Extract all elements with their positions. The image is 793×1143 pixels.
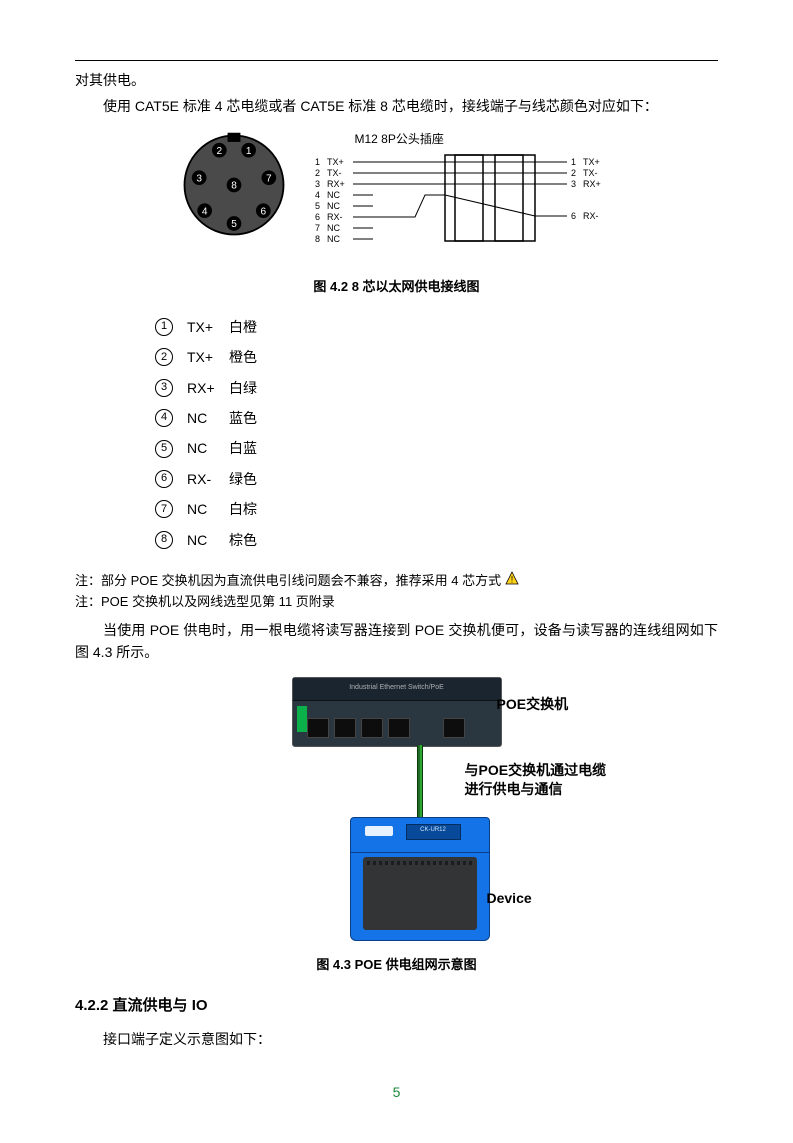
callout-switch: POE交换机 (497, 693, 569, 715)
svg-text:2: 2 (315, 168, 320, 178)
svg-text:4: 4 (201, 206, 207, 217)
svg-text:!: ! (511, 575, 514, 585)
svg-text:5: 5 (315, 201, 320, 211)
svg-text:RX-: RX- (327, 212, 343, 222)
svg-text:RX+: RX+ (327, 179, 345, 189)
ethernet-cable-graphic (417, 745, 423, 819)
svg-text:4: 4 (315, 190, 320, 200)
svg-text:NC: NC (327, 223, 340, 233)
callout-cable: 与POE交换机通过电缆 进行供电与通信 (465, 761, 607, 797)
svg-text:TX-: TX- (583, 168, 598, 178)
poe-paragraph: 当使用 POE 供电时，用一根电缆将读写器连接到 POE 交换机便可，设备与读写… (75, 619, 718, 664)
svg-text:3: 3 (196, 173, 202, 184)
note-2: 注：POE 交换机以及网线选型见第 11 页附录 (75, 592, 718, 613)
figure-4-3-diagram: Industrial Ethernet Switch/PoE CK-UR12 P… (187, 677, 607, 941)
fig-4-3-caption: 图 4.3 POE 供电组网示意图 (75, 955, 718, 976)
svg-text:2: 2 (571, 168, 576, 178)
callout-device: Device (487, 887, 532, 909)
fig-4-2-caption: 图 4.2 8 芯以太网供电接线图 (75, 277, 718, 298)
svg-text:RX+: RX+ (583, 179, 601, 189)
list-item: 4NC蓝色 (155, 407, 718, 429)
svg-text:1: 1 (571, 157, 576, 167)
warning-icon: ! (505, 571, 519, 592)
figure-4-2-diagram: 2 1 7 6 5 4 3 8 M12 8P公头插座 1 TX+ 2 TX- 3 RX… (75, 130, 718, 263)
svg-text:NC: NC (327, 190, 340, 200)
svg-text:7: 7 (315, 223, 320, 233)
svg-text:6: 6 (315, 212, 320, 222)
intro-line: 对其供电。 (75, 69, 718, 91)
pinout-wiring-svg: 1 TX+ 2 TX- 3 RX+ 4 NC 5 NC 6 RX- 7 NC 8 NC (315, 153, 615, 263)
svg-text:RX-: RX- (583, 211, 599, 221)
svg-text:TX-: TX- (327, 168, 342, 178)
svg-text:1: 1 (245, 146, 251, 157)
list-item: 7NC白棕 (155, 498, 718, 520)
svg-text:TX+: TX+ (327, 157, 344, 167)
svg-text:3: 3 (571, 179, 576, 189)
section-4-2-2-body: 接口端子定义示意图如下： (75, 1028, 718, 1050)
note-1: 注：部分 POE 交换机因为直流供电引线问题会不兼容，推荐采用 4 芯方式 ! (75, 571, 718, 592)
page-number: 5 (75, 1081, 718, 1103)
list-item: 2TX+橙色 (155, 346, 718, 368)
svg-text:6: 6 (260, 206, 266, 217)
pin-color-list: 1TX+白橙 2TX+橙色 3RX+白绿 4NC蓝色 5NC白蓝 6RX-绿色 … (155, 316, 718, 551)
svg-text:NC: NC (327, 201, 340, 211)
svg-text:TX+: TX+ (583, 157, 600, 167)
list-item: 8NC棕色 (155, 529, 718, 551)
svg-text:6: 6 (571, 211, 576, 221)
header-rule (75, 60, 718, 61)
svg-text:7: 7 (266, 173, 272, 184)
poe-switch-graphic: Industrial Ethernet Switch/PoE (292, 677, 502, 747)
svg-text:5: 5 (231, 219, 237, 230)
cat5e-intro: 使用 CAT5E 标准 4 芯电缆或者 CAT5E 标准 8 芯电缆时，接线端子… (75, 95, 718, 117)
m12-connector-icon: 2 1 7 6 5 4 3 8 (179, 130, 289, 240)
svg-text:8: 8 (315, 234, 320, 244)
section-4-2-2-heading: 4.2.2 直流供电与 IO (75, 994, 718, 1018)
connector-title: M12 8P公头插座 (355, 130, 615, 149)
device-graphic: CK-UR12 (350, 817, 490, 941)
list-item: 5NC白蓝 (155, 437, 718, 459)
svg-text:8: 8 (231, 180, 237, 191)
switch-label-text: Industrial Ethernet Switch/PoE (349, 682, 444, 693)
list-item: 1TX+白橙 (155, 316, 718, 338)
svg-text:2: 2 (216, 146, 222, 157)
list-item: 3RX+白绿 (155, 377, 718, 399)
svg-text:1: 1 (315, 157, 320, 167)
svg-text:3: 3 (315, 179, 320, 189)
svg-text:NC: NC (327, 234, 340, 244)
list-item: 6RX-绿色 (155, 468, 718, 490)
